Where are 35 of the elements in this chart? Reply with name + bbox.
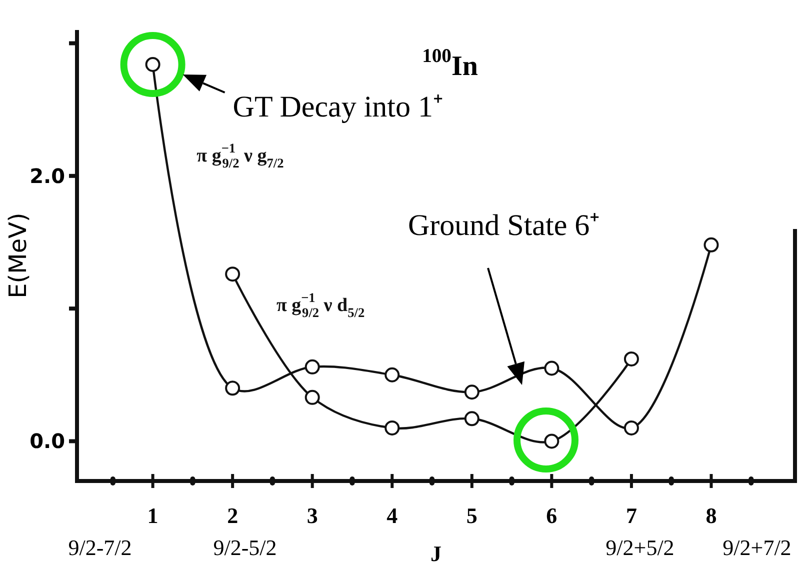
text: 9/2-5/2 [213,535,277,560]
point [225,266,240,282]
y-axis-title: E(MeV) [4,212,32,298]
point [304,359,320,374]
point [384,367,400,382]
y-tick-label: 2.0 [30,164,65,188]
text: 9/2+7/2 [722,535,792,560]
x-tick-label: 7 [626,503,637,528]
text: $^{100}$In [422,46,478,82]
point [225,380,240,396]
point [464,384,480,400]
point [304,390,320,405]
x-tick-label: 6 [546,503,558,528]
x-tick-label: 2 [227,503,238,528]
point [544,434,560,449]
x-tick-label: 5 [466,503,478,528]
point [544,360,560,376]
point [624,420,639,436]
series-label: π g$^{−1}$$_{9/2}$ ν g$_{7/2}$ [196,141,284,170]
text: 9/2+5/2 [606,535,674,560]
point [624,351,639,366]
x-tick-label: 1 [147,503,158,528]
point [145,56,160,72]
annotation: Ground State 6⁺ [408,209,600,242]
text: 9/2-7/2 [68,535,132,560]
point [384,420,400,436]
x-tick-label: 8 [706,503,717,528]
x-tick-label: 4 [386,503,398,528]
series-label: π g$^{−1}$$_{9/2}$ ν d$_{5/2}$ [276,290,365,320]
point [704,237,719,252]
y-tick-label: 0.0 [30,429,65,454]
x-axis-title: J [430,541,442,565]
annotation: GT Decay into 1⁺ [232,90,444,124]
point [464,411,480,426]
x-tick-label: 3 [306,503,318,528]
